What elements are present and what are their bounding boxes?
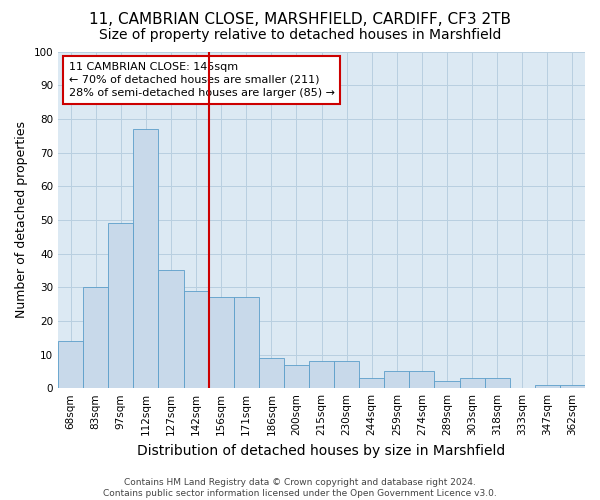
Bar (384, 372, 409, 388)
Bar (334, 361, 359, 388)
Bar (309, 361, 334, 388)
Bar (560, 385, 585, 388)
Bar (108, 223, 133, 388)
Bar (184, 290, 209, 388)
Bar (209, 298, 233, 388)
Text: Contains HM Land Registry data © Crown copyright and database right 2024.
Contai: Contains HM Land Registry data © Crown c… (103, 478, 497, 498)
Bar (434, 382, 460, 388)
Text: Size of property relative to detached houses in Marshfield: Size of property relative to detached ho… (99, 28, 501, 42)
Bar (259, 358, 284, 388)
Bar (409, 372, 434, 388)
Bar (233, 298, 259, 388)
Bar (158, 270, 184, 388)
Text: 11, CAMBRIAN CLOSE, MARSHFIELD, CARDIFF, CF3 2TB: 11, CAMBRIAN CLOSE, MARSHFIELD, CARDIFF,… (89, 12, 511, 28)
Y-axis label: Number of detached properties: Number of detached properties (15, 122, 28, 318)
X-axis label: Distribution of detached houses by size in Marshfield: Distribution of detached houses by size … (137, 444, 506, 458)
Bar (133, 129, 158, 388)
Bar (58, 341, 83, 388)
Bar (284, 364, 309, 388)
Text: 11 CAMBRIAN CLOSE: 145sqm
← 70% of detached houses are smaller (211)
28% of semi: 11 CAMBRIAN CLOSE: 145sqm ← 70% of detac… (68, 62, 335, 98)
Bar (359, 378, 384, 388)
Bar (460, 378, 485, 388)
Bar (83, 287, 108, 388)
Bar (535, 385, 560, 388)
Bar (485, 378, 510, 388)
